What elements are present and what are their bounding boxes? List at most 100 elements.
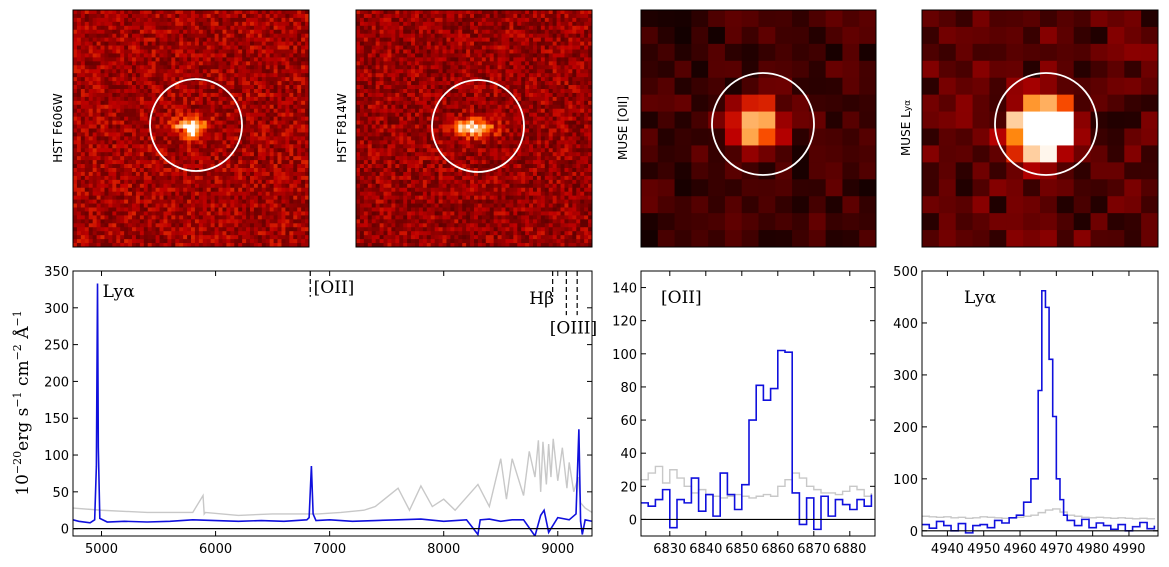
image-hst-f814w-pixel [568,45,573,50]
image-hst-f814w-pixel [363,10,369,15]
image-hst-f606w-pixel [273,191,278,197]
image-hst-f814w-pixel [407,85,412,90]
image-hst-f606w-pixel [242,203,247,208]
image-hst-f606w-pixel [297,140,302,145]
image-hst-f606w-pixel [191,199,196,204]
image-hst-f606w-pixel [92,132,97,137]
image-hst-f606w-pixel [253,211,259,216]
image-hst-f606w-pixel [218,191,223,197]
image-hst-f606w-pixel [159,235,164,240]
image-hst-f814w-pixel [525,29,530,35]
image-hst-f606w-pixel [214,168,219,173]
image-hst-f814w-pixel [387,61,392,66]
image-hst-f814w-pixel [588,65,593,70]
image-hst-f606w-pixel [194,128,200,133]
image-hst-f606w-pixel [289,29,294,35]
image-hst-f606w-pixel [261,96,267,102]
image-hst-f606w-pixel [194,45,200,50]
image-hst-f606w-pixel [194,203,200,208]
image-hst-f814w-pixel [536,81,542,86]
image-hst-f606w-pixel [163,37,168,42]
image-hst-f606w-pixel [96,223,101,228]
image-hst-f814w-pixel [481,25,487,31]
image-hst-f814w-pixel [446,96,451,102]
image-hst-f814w-pixel [438,37,443,42]
image-hst-f606w-pixel [147,235,153,240]
image-hst-f606w-pixel [159,148,164,153]
image-hst-f606w-pixel [116,73,121,78]
image-hst-f814w-pixel [430,65,436,70]
image-hst-f814w-pixel [556,21,561,27]
image-hst-f814w-pixel [367,25,373,31]
image-hst-f814w-pixel [588,53,593,58]
image-hst-f606w-pixel [175,191,180,197]
image-hst-f606w-pixel [104,53,109,58]
image-hst-f606w-pixel [277,215,282,220]
image-hst-f606w-pixel [179,77,184,82]
image-hst-f606w-pixel [167,81,172,86]
image-hst-f606w-pixel [202,124,208,129]
image-hst-f606w-pixel [143,100,149,106]
image-hst-f814w-pixel [450,69,455,74]
image-hst-f606w-pixel [222,132,227,137]
image-hst-f814w-pixel [466,92,471,98]
image-hst-f606w-pixel [198,164,204,169]
image-hst-f814w-pixel [407,69,412,74]
image-hst-f606w-pixel [305,41,310,46]
image-hst-f814w-pixel [580,29,585,35]
image-hst-f606w-pixel [124,191,129,197]
image-hst-f814w-pixel [477,37,483,42]
image-hst-f814w-pixel [466,10,471,15]
image-hst-f606w-pixel [151,61,156,66]
image-hst-f606w-pixel [155,223,160,228]
image-hst-f606w-pixel [84,25,90,31]
image-hst-f814w-pixel [525,53,530,58]
image-hst-f606w-pixel [179,112,184,118]
image-hst-f606w-pixel [206,112,212,118]
image-hst-f606w-pixel [261,112,267,118]
image-hst-f814w-pixel [568,17,573,23]
image-hst-f814w-pixel [363,25,369,31]
image-hst-f606w-pixel [73,187,78,193]
image-hst-f814w-pixel [415,77,420,82]
image-hst-f606w-pixel [250,124,255,129]
image-hst-f606w-pixel [155,191,160,197]
image-hst-f606w-pixel [253,179,259,185]
image-hst-f606w-pixel [167,69,172,74]
image-hst-f814w-pixel [509,41,514,46]
image-hst-f814w-pixel [509,49,514,54]
image-hst-f606w-pixel [143,61,149,66]
image-hst-f814w-pixel [454,92,459,98]
image-hst-f606w-pixel [242,243,247,248]
image-hst-f606w-pixel [96,96,101,102]
image-hst-f606w-pixel [187,179,192,185]
image-hst-f814w-pixel [426,49,432,54]
image-hst-f606w-pixel [155,45,160,50]
image-hst-f814w-pixel [415,25,420,31]
image-hst-f606w-pixel [100,61,105,66]
image-hst-f814w-pixel [517,57,522,62]
image-hst-f814w-pixel [505,37,510,42]
image-hst-f606w-pixel [175,73,180,78]
image-hst-f606w-pixel [301,136,306,141]
image-hst-f606w-pixel [273,239,278,244]
image-hst-f606w-pixel [155,57,160,62]
image-hst-f606w-pixel [234,85,239,90]
image-hst-f606w-pixel [92,164,97,169]
image-hst-f606w-pixel [277,89,282,94]
image-hst-f606w-pixel [238,104,243,110]
image-hst-f606w-pixel [230,69,235,74]
image-hst-f606w-pixel [139,112,145,118]
image-hst-f606w-pixel [143,203,149,208]
image-hst-f606w-pixel [108,10,113,15]
image-hst-f606w-pixel [108,211,113,216]
image-hst-f606w-pixel [120,223,125,228]
image-hst-f606w-pixel [163,136,168,141]
image-hst-f606w-pixel [206,223,212,228]
image-hst-f606w-pixel [261,57,267,62]
image-hst-f606w-pixel [206,168,212,173]
image-hst-f606w-pixel [246,215,251,220]
image-hst-f606w-pixel [301,140,306,145]
image-hst-f606w-pixel [163,171,168,177]
image-hst-f814w-pixel [470,85,475,90]
